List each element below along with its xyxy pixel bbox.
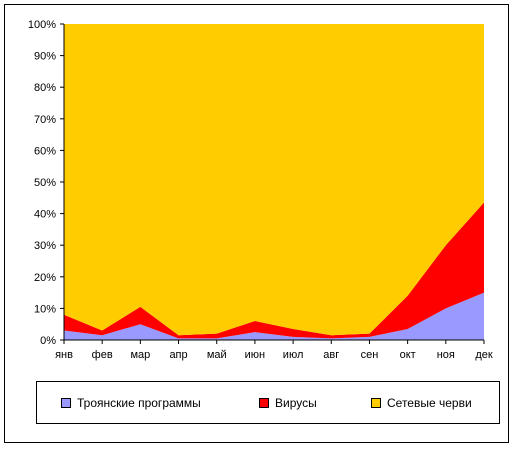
area-layers (64, 24, 484, 340)
legend-label-viruses: Вирусы (275, 396, 317, 410)
legend-item-viruses: Вирусы (259, 396, 317, 410)
y-tick-label: 100% (28, 19, 56, 31)
x-tick-label: апр (169, 349, 187, 361)
x-tick-label: окт (400, 349, 416, 361)
legend-swatch-trojans (61, 398, 71, 408)
x-tick-label: июн (245, 349, 265, 361)
x-tick-label: мар (130, 349, 150, 361)
x-tick-label: май (207, 349, 227, 361)
x-tick-label: июл (283, 349, 304, 361)
area-trojans (64, 292, 484, 340)
legend: Троянские программы Вирусы Сетевые черви (36, 381, 500, 424)
y-tick-label: 60% (34, 145, 56, 157)
y-tick-label: 20% (34, 272, 56, 284)
legend-label-worms: Сетевые черви (387, 396, 472, 410)
y-tick-label: 0% (40, 335, 56, 347)
axes (60, 23, 485, 344)
x-tick-labels: янв фев мар апр май июн июл авг сен окт ноя дек (55, 349, 493, 361)
x-tick-label: дек (475, 349, 493, 361)
y-tick-label: 70% (34, 114, 56, 126)
legend-item-trojans: Троянские программы (61, 396, 201, 410)
y-tick-label: 40% (34, 209, 56, 221)
y-tick-label: 30% (34, 240, 56, 252)
x-tick-label: фев (92, 349, 113, 361)
y-tick-label: 50% (34, 177, 56, 189)
legend-swatch-worms (371, 398, 381, 408)
x-tick-label: ноя (437, 349, 455, 361)
x-tick-label: янв (55, 349, 73, 361)
y-tick-labels: 0% 10% 20% 30% 40% 50% 60% 70% 80% 90% 100% (28, 19, 56, 347)
y-tick-label: 10% (34, 303, 56, 315)
y-tick-label: 80% (34, 82, 56, 94)
x-tick-label: авг (323, 349, 339, 361)
x-tick-label: сен (361, 349, 379, 361)
legend-label-trojans: Троянские программы (77, 396, 201, 410)
area-worms (64, 24, 484, 336)
legend-swatch-viruses (259, 398, 269, 408)
legend-item-worms: Сетевые черви (371, 396, 472, 410)
y-tick-label: 90% (34, 51, 56, 63)
